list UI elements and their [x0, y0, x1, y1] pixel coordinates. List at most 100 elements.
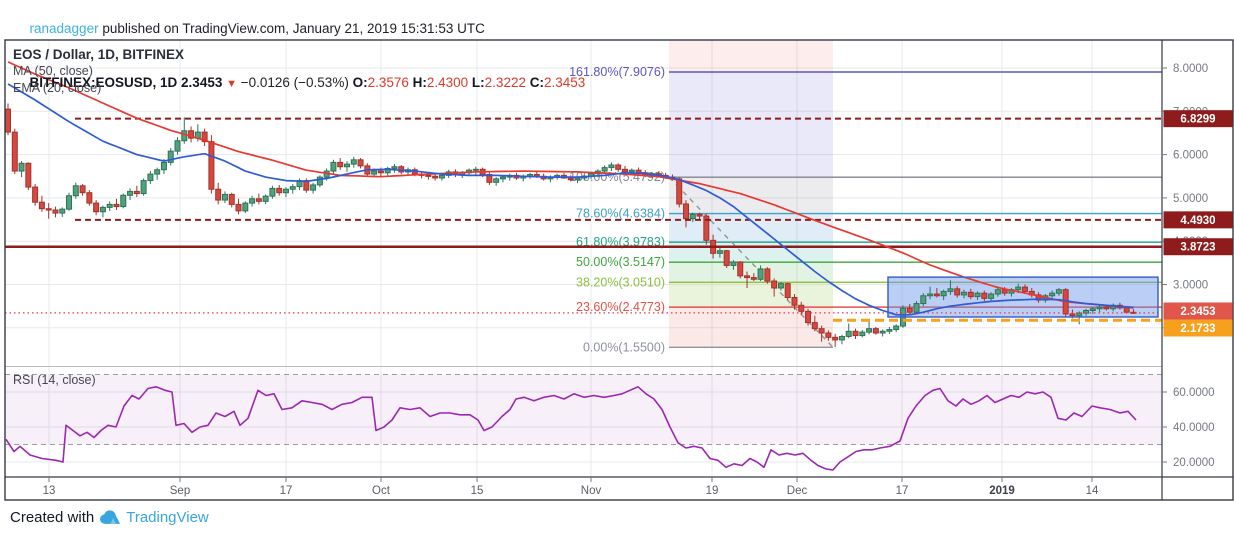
candle-body — [154, 169, 161, 175]
time-tick-label: Oct — [372, 485, 391, 497]
close-label: C: — [529, 75, 544, 90]
candle-body — [920, 295, 927, 305]
candle — [133, 185, 140, 198]
candle — [235, 198, 242, 215]
candle-body — [1123, 307, 1130, 313]
candle-body — [744, 275, 751, 279]
candle-body — [913, 303, 920, 313]
candle — [1035, 292, 1042, 303]
candle-body — [249, 198, 256, 204]
candle-body — [174, 140, 181, 152]
candle — [805, 308, 812, 326]
candle — [615, 163, 622, 172]
candle — [45, 203, 52, 219]
candles — [5, 103, 1137, 348]
price-axis[interactable]: 8.00007.00006.00005.00004.00003.00002.00… — [1162, 63, 1233, 469]
time-tick-label: 17 — [280, 485, 293, 497]
candle — [38, 195, 45, 212]
candle — [221, 191, 228, 204]
candle — [764, 267, 771, 284]
candle-body — [310, 184, 317, 191]
candle-body — [499, 176, 506, 180]
candle-body — [486, 174, 493, 183]
candle — [140, 178, 147, 196]
candle — [696, 212, 703, 220]
price-badge: 4.4930 — [1163, 211, 1233, 229]
candle-body — [79, 185, 86, 194]
candle-body — [608, 164, 615, 169]
candle — [472, 166, 479, 175]
candle — [215, 182, 222, 205]
publish-line: ranadagger published on TradingView.com,… — [7, 2, 1227, 56]
candle-body — [127, 190, 134, 196]
candle-body — [994, 289, 1001, 295]
candle-body — [771, 280, 778, 289]
candle — [32, 184, 39, 206]
candle — [744, 271, 751, 288]
candle — [79, 184, 86, 196]
candle — [960, 289, 967, 299]
candle-body — [106, 203, 113, 208]
candle-body — [791, 296, 798, 306]
candle — [791, 294, 798, 310]
candle — [11, 128, 18, 175]
candle — [86, 190, 93, 206]
time-tick-label: 17 — [896, 485, 909, 497]
candle — [25, 162, 32, 191]
candle-body — [676, 178, 683, 205]
candle-body — [1096, 306, 1103, 310]
channel-box-border — [887, 276, 1159, 318]
publish-info-bar: ranadagger published on TradingView.com,… — [7, 2, 1227, 111]
rsi-tick-label: 60.0000 — [1173, 387, 1215, 399]
candle-body — [621, 168, 628, 173]
fib-zone — [669, 282, 833, 308]
candle — [384, 166, 391, 176]
time-tick-label: 15 — [471, 485, 484, 497]
username-link[interactable]: ranadagger — [29, 21, 99, 36]
candle-body — [927, 293, 934, 297]
candle-body — [120, 194, 127, 208]
candle-body — [683, 203, 689, 220]
candle — [838, 334, 845, 345]
candle — [811, 315, 818, 332]
time-axis[interactable]: 13 Sep 17 Oct 15 Nov 19 Dec 17 2019 14 — [43, 477, 1099, 497]
candle-body — [188, 130, 195, 139]
candle-body — [357, 159, 364, 167]
candle-body — [1069, 313, 1076, 317]
candle-body — [438, 174, 445, 179]
candle — [289, 184, 296, 194]
price-badge-bg — [1163, 110, 1233, 128]
candle-body — [567, 177, 574, 181]
candle — [933, 287, 940, 298]
candle — [127, 188, 134, 201]
rsi-line — [5, 385, 1137, 471]
candle-body — [66, 195, 73, 210]
price-badge-bg — [1163, 319, 1233, 337]
candle — [499, 175, 506, 183]
candle — [825, 330, 832, 341]
candle-body — [377, 170, 384, 174]
candle — [262, 194, 269, 204]
close-value: 2.3453 — [543, 75, 586, 90]
price-badge-bg — [1163, 211, 1233, 229]
candle-body — [1035, 294, 1042, 301]
candle — [120, 193, 127, 209]
candle-body — [337, 161, 344, 168]
price-badge: 3.8723 — [1163, 238, 1233, 256]
low-value: 2.3222 — [484, 75, 530, 90]
candle-body — [316, 176, 323, 186]
price-badge: 6.8299 — [1163, 110, 1233, 128]
fib-level-label: 161.80%(7.9076) — [569, 65, 665, 79]
candle-body — [45, 208, 52, 211]
candle — [947, 280, 954, 295]
candle-body — [344, 163, 350, 168]
candle-body — [818, 328, 825, 334]
price-badge-bg — [1163, 302, 1233, 320]
fib-level-label: 0.00%(1.5500) — [583, 340, 665, 354]
tradingview-link[interactable]: TradingView — [126, 509, 209, 526]
candle — [872, 326, 879, 335]
price-badge-label: 2.3453 — [1180, 306, 1215, 318]
candle — [1096, 305, 1103, 313]
candle-body — [215, 188, 222, 201]
